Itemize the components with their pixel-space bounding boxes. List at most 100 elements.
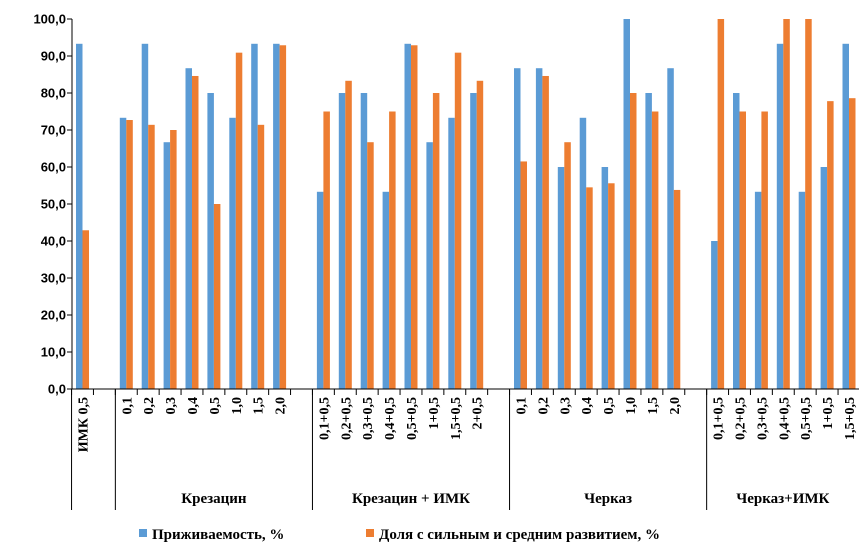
bar-strong-medium (805, 19, 812, 389)
legend-swatch (366, 529, 374, 537)
bar-strong-medium (279, 45, 287, 390)
bar-strong-medium (323, 111, 330, 389)
x-tick-label: 1,0 (230, 397, 245, 415)
bar-survival (645, 93, 652, 389)
bar-strong-medium (170, 130, 177, 389)
y-tick-label: 80,0 (41, 86, 66, 101)
bar-survival (119, 117, 127, 389)
legend: Приживаемость, % Доля с сильным и средним… (139, 527, 660, 543)
y-tick-label: 0,0 (48, 382, 66, 397)
group-label: Черказ+ИМК (736, 491, 829, 507)
bar-survival (798, 191, 806, 389)
x-tick-label: 0,1 (515, 397, 530, 415)
bar-strong-medium (235, 52, 243, 390)
bar-strong-medium (520, 161, 527, 389)
x-tick-label: 0,1+0,5 (712, 397, 727, 440)
bar-survival (623, 19, 630, 389)
bar-survival (842, 43, 849, 389)
bar-survival (514, 68, 521, 390)
bar-survival (448, 117, 455, 389)
bar-strong-medium (717, 19, 725, 389)
bar-survival (360, 93, 368, 389)
bar-strong-medium (345, 80, 352, 389)
bar-survival (76, 43, 83, 389)
bar-strong-medium (608, 183, 615, 389)
bar-strong-medium (783, 19, 790, 389)
bar-survival (426, 142, 433, 389)
x-tick-label: 2+0,5 (471, 397, 486, 429)
x-tick-label: 0,4+0,5 (383, 397, 398, 440)
bar-survival (820, 167, 828, 389)
bar-survival (776, 43, 784, 389)
x-axis: ИМК 0,5 0,1 0,2 0,3 0,4 0,5 1,0 1,5 2,0 0,1+0,5 0,… (71, 388, 859, 510)
bars-area (76, 19, 856, 390)
x-tick-label: 0,5+0,5 (799, 397, 814, 440)
x-tick-label: 0,2 (142, 397, 157, 415)
x-tick-label: 0,2+0,5 (734, 397, 749, 440)
bar-survival (535, 68, 543, 390)
y-tick-label: 40,0 (41, 234, 66, 249)
bar-strong-medium (761, 111, 768, 389)
bar-strong-medium (192, 75, 199, 389)
x-tick-label: 1,5 (252, 397, 267, 415)
x-tick-label: 0,5 (602, 397, 617, 415)
bar-survival (163, 142, 171, 389)
bar-strong-medium (432, 93, 440, 389)
x-tick-label: 0,2+0,5 (339, 397, 354, 440)
bar-survival (251, 43, 258, 389)
bar-survival (185, 68, 192, 390)
bar-strong-medium (564, 142, 571, 389)
bar-strong-medium (827, 101, 834, 389)
bar-strong-medium (476, 80, 484, 389)
x-tick-label: 0,4+0,5 (777, 397, 792, 440)
x-tick-label: 0,4 (186, 397, 201, 415)
bar-strong-medium (82, 230, 89, 389)
bar-survival (733, 93, 740, 389)
bar-strong-medium (389, 111, 396, 389)
x-tick-label: 1,5+0,5 (449, 397, 464, 440)
y-axis: 0,0 10,0 20,0 30,0 40,0 50,0 60,0 70,0 80,0 90,0 1… (33, 12, 73, 397)
x-tick-label: 0,3+0,5 (755, 397, 770, 440)
legend-swatch (139, 529, 147, 537)
y-tick-label: 20,0 (41, 308, 66, 323)
x-tick-label: 0,1 (120, 397, 135, 415)
x-tick-label: 0,5+0,5 (405, 397, 420, 440)
bar-survival (141, 43, 149, 389)
bar-survival (338, 93, 346, 389)
x-tick-label: 0,4 (580, 397, 595, 415)
bar-survival (273, 43, 280, 389)
x-tick-label: 1,5 (646, 397, 661, 415)
legend-label: Доля с сильным и средним развитием, % (379, 527, 660, 543)
x-tick-label: 1,0 (624, 397, 639, 415)
x-tick-label: 0,5 (208, 397, 223, 415)
y-tick-label: 90,0 (41, 49, 66, 64)
bar-survival (754, 191, 762, 389)
x-tick-label: 2,0 (668, 397, 683, 415)
bar-strong-medium (257, 124, 265, 389)
legend-label: Приживаемость, % (152, 527, 284, 543)
bar-strong-medium (213, 204, 221, 389)
bar-survival (382, 191, 390, 389)
y-tick-label: 70,0 (41, 123, 66, 138)
bar-strong-medium (126, 120, 133, 389)
y-tick-label: 10,0 (41, 345, 66, 360)
x-tick-label: 1,5+0,5 (843, 397, 858, 440)
bar-survival (601, 167, 609, 389)
group-label: Крезацин (181, 491, 247, 507)
x-tick-label: 0,1+0,5 (317, 397, 332, 440)
bar-strong-medium (411, 45, 418, 390)
x-tick-label: ИМК 0,5 (77, 397, 92, 452)
bar-survival (711, 241, 718, 389)
bar-strong-medium (673, 189, 681, 389)
bar-survival (207, 93, 214, 389)
bar-survival (667, 68, 674, 390)
bar-survival (579, 117, 587, 389)
bar-strong-medium (586, 187, 593, 389)
bar-strong-medium (454, 52, 462, 390)
bar-survival (470, 93, 477, 389)
x-tick-label: 0,3+0,5 (361, 397, 376, 440)
x-tick-label: 0,2 (536, 397, 551, 415)
bar-strong-medium (542, 75, 549, 389)
bar-strong-medium (148, 124, 155, 389)
